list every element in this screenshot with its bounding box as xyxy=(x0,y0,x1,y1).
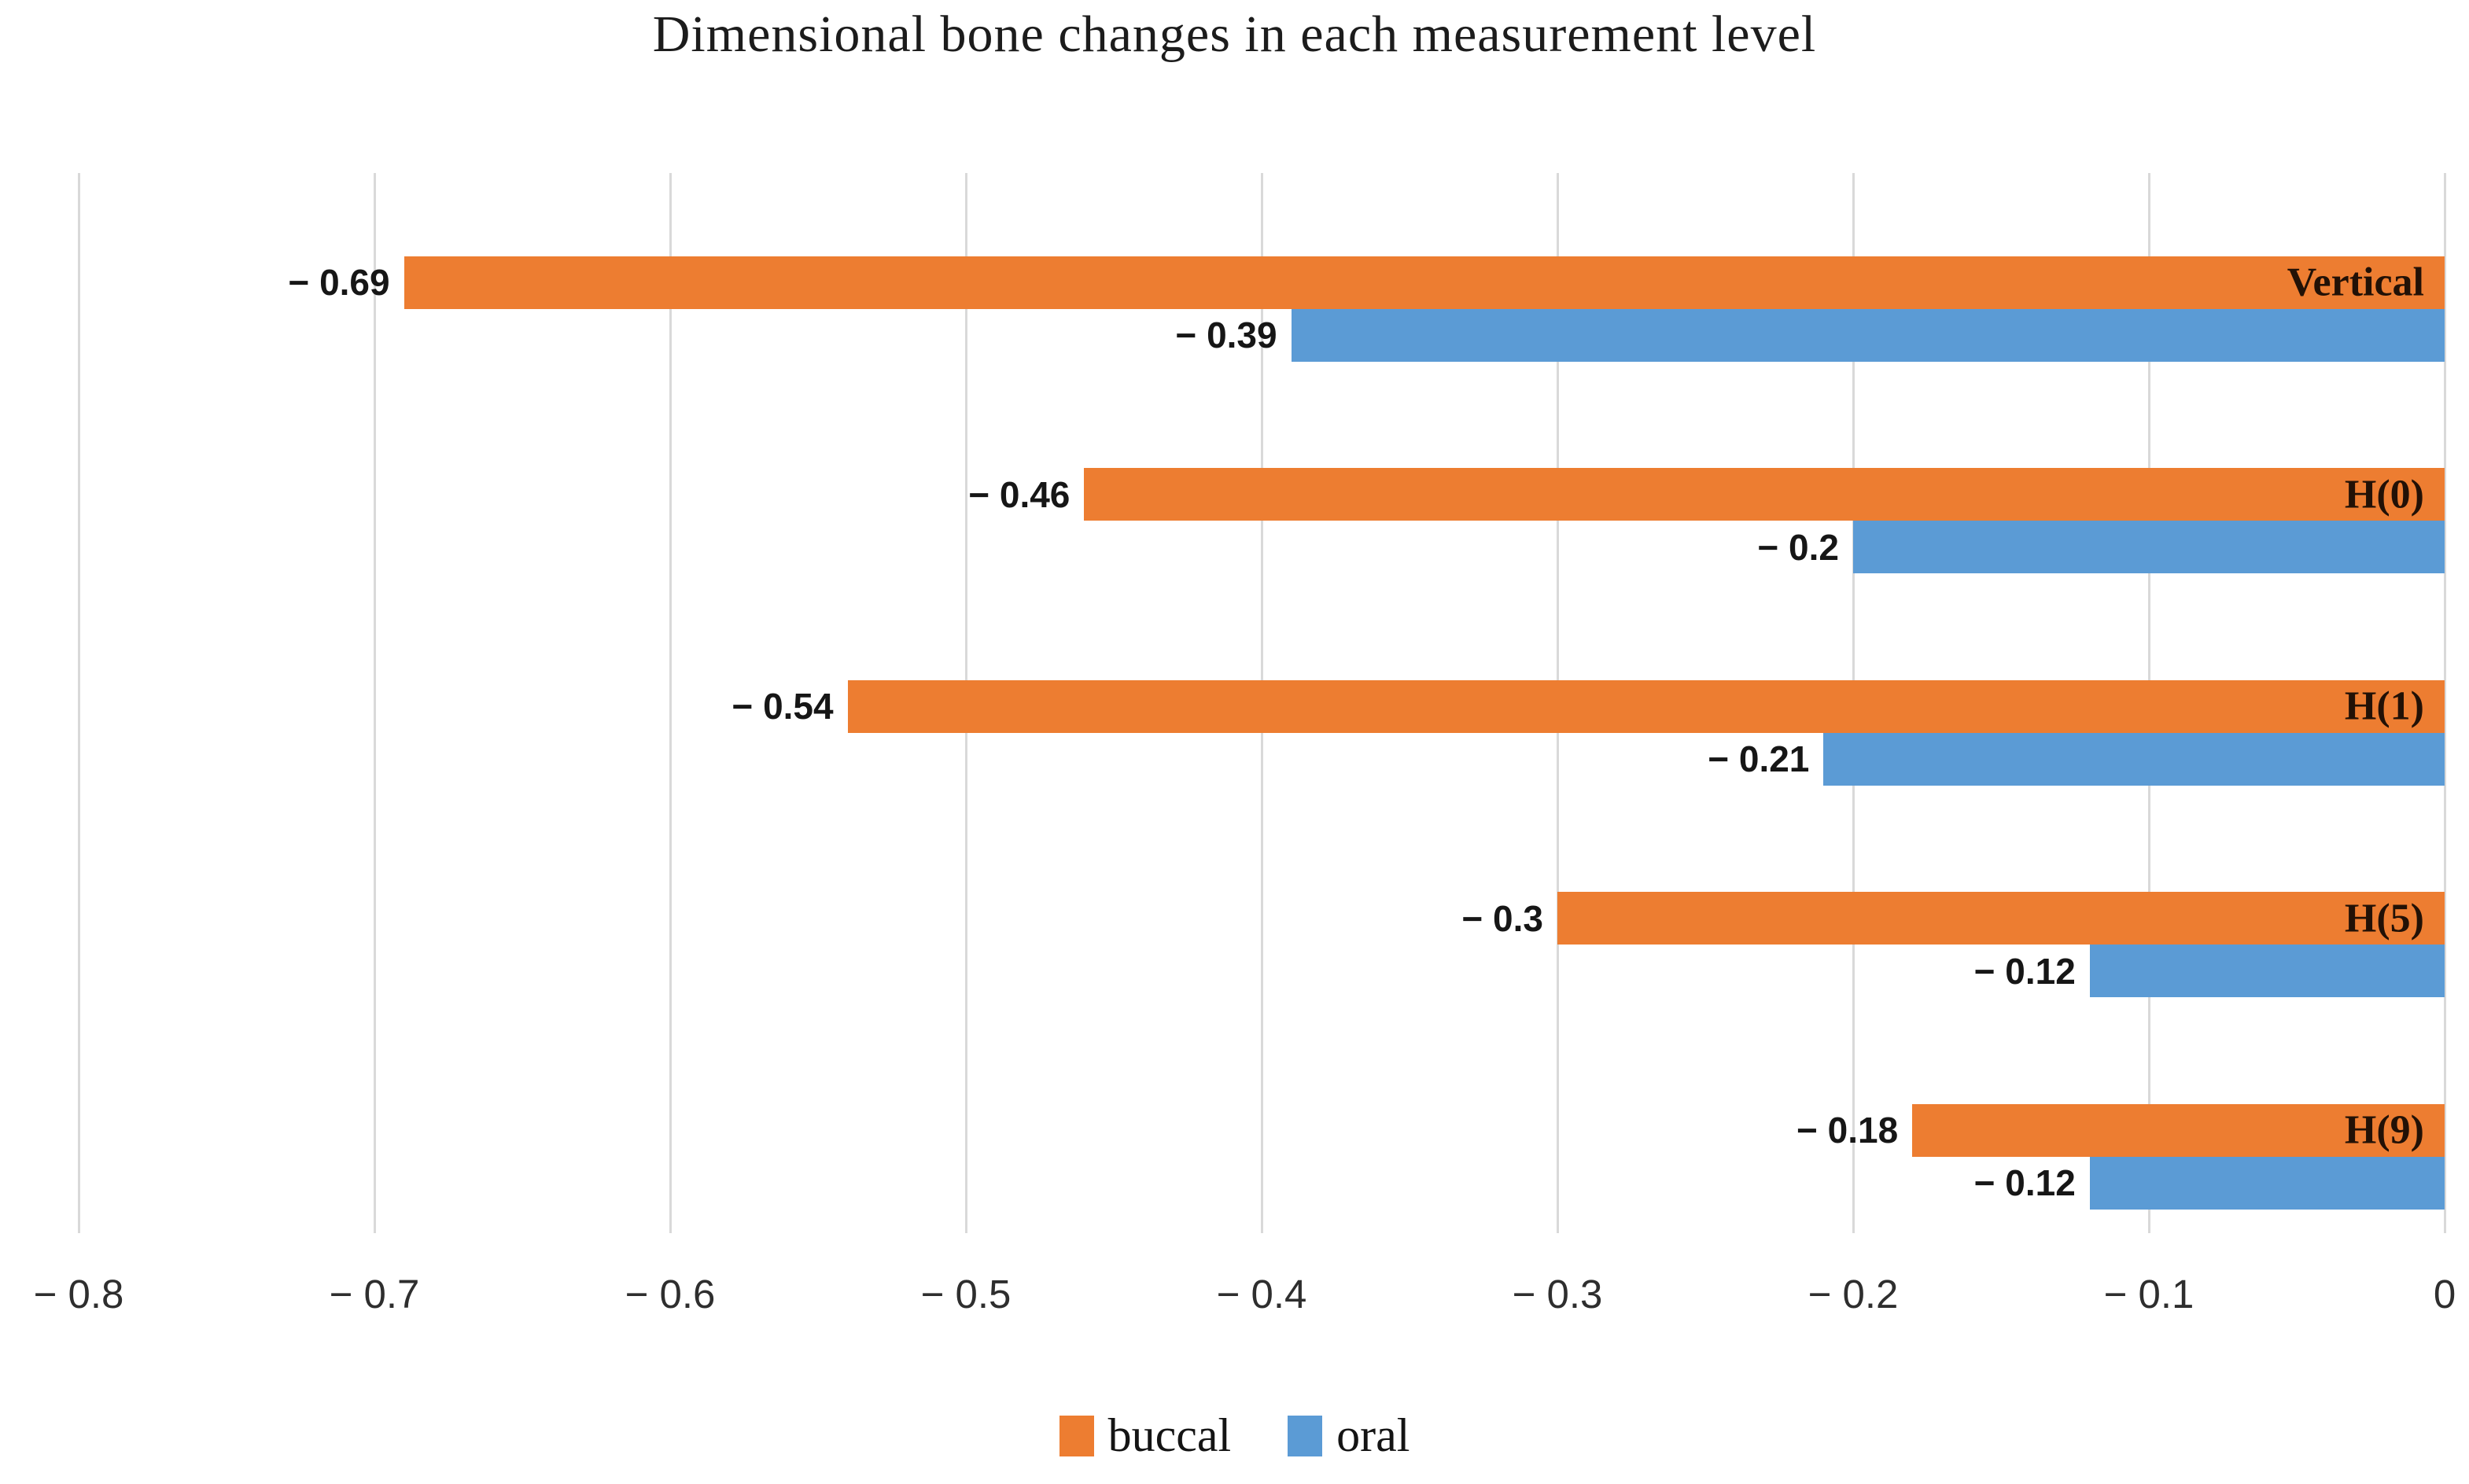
oral-swatch-icon xyxy=(1288,1415,1323,1456)
buccal-swatch-icon xyxy=(1059,1415,1094,1456)
category-label: Vertical xyxy=(2287,260,2424,305)
x-tick-label: − 0.3 xyxy=(1512,1272,1603,1316)
buccal-bar: H(9) xyxy=(1912,1103,2445,1157)
x-tick-label: 0 xyxy=(2433,1272,2456,1316)
value-label: − 0.46 xyxy=(968,473,1071,515)
bar-row: H(5) − 0.3 xyxy=(79,892,2445,945)
buccal-bar: H(0) xyxy=(1084,468,2445,521)
gridline xyxy=(78,173,80,1233)
gridline xyxy=(669,173,672,1233)
x-tick-label: − 0.5 xyxy=(920,1272,1012,1316)
legend: buccal oral xyxy=(0,1398,2469,1473)
category-label: H(1) xyxy=(2344,683,2424,729)
x-axis: − 0.8 − 0.7 − 0.6 − 0.5 − 0.4 − 0.3 − 0.2 − 0.1… xyxy=(34,1271,2456,1326)
value-label: − 0.12 xyxy=(1973,1162,2076,1204)
x-tick-label: − 0.2 xyxy=(1808,1272,1899,1316)
plot-area: Vertical − 0.69 − 0.39 H(0) − 0.46 − 0.2 H(1) −… xyxy=(78,173,2446,1233)
value-label: − 0.21 xyxy=(1708,738,1810,780)
value-label: − 0.54 xyxy=(731,686,834,727)
chart-title: Dimensional bone changes in each measure… xyxy=(652,6,1817,63)
bar-row: H(0) − 0.46 xyxy=(79,468,2445,521)
bar-row: H(1) − 0.54 xyxy=(79,679,2445,733)
buccal-bar: Vertical xyxy=(404,256,2445,309)
oral-bar xyxy=(1853,521,2445,574)
bar-row: − 0.12 xyxy=(79,945,2445,998)
x-tick-label: − 0.4 xyxy=(1216,1272,1307,1316)
value-label: − 0.12 xyxy=(1973,950,2076,992)
legend-label-buccal: buccal xyxy=(1107,1409,1232,1461)
value-label: − 0.18 xyxy=(1796,1110,1899,1151)
x-tick-label: − 0.1 xyxy=(2103,1272,2194,1316)
category-label: H(0) xyxy=(2344,472,2424,517)
buccal-bar: H(5) xyxy=(1557,892,2445,945)
legend-label-oral: oral xyxy=(1336,1409,1410,1461)
gridline xyxy=(374,173,376,1233)
bar-row: − 0.21 xyxy=(79,732,2445,786)
value-label: − 0.69 xyxy=(288,262,390,304)
category-label: H(5) xyxy=(2344,896,2424,941)
x-tick-label: − 0.8 xyxy=(33,1272,124,1316)
bar-row: − 0.39 xyxy=(79,308,2445,362)
oral-bar xyxy=(2089,1156,2445,1210)
category-label: H(9) xyxy=(2344,1107,2424,1153)
value-label: − 0.2 xyxy=(1757,526,1839,568)
oral-bar xyxy=(1291,308,2445,362)
legend-item-oral: oral xyxy=(1288,1409,1410,1463)
bar-row: H(9) − 0.18 xyxy=(79,1103,2445,1157)
x-tick-label: − 0.7 xyxy=(329,1272,420,1316)
bar-row: − 0.12 xyxy=(79,1156,2445,1210)
oral-bar xyxy=(2089,945,2445,998)
value-label: − 0.39 xyxy=(1175,315,1277,356)
value-label: − 0.3 xyxy=(1461,897,1543,939)
buccal-bar: H(1) xyxy=(847,679,2445,733)
bar-row: Vertical − 0.69 xyxy=(79,256,2445,309)
x-tick-label: − 0.6 xyxy=(625,1272,716,1316)
bar-row: − 0.2 xyxy=(79,521,2445,574)
legend-item-buccal: buccal xyxy=(1059,1409,1232,1463)
gridline xyxy=(2444,173,2446,1233)
oral-bar xyxy=(1823,732,2445,786)
